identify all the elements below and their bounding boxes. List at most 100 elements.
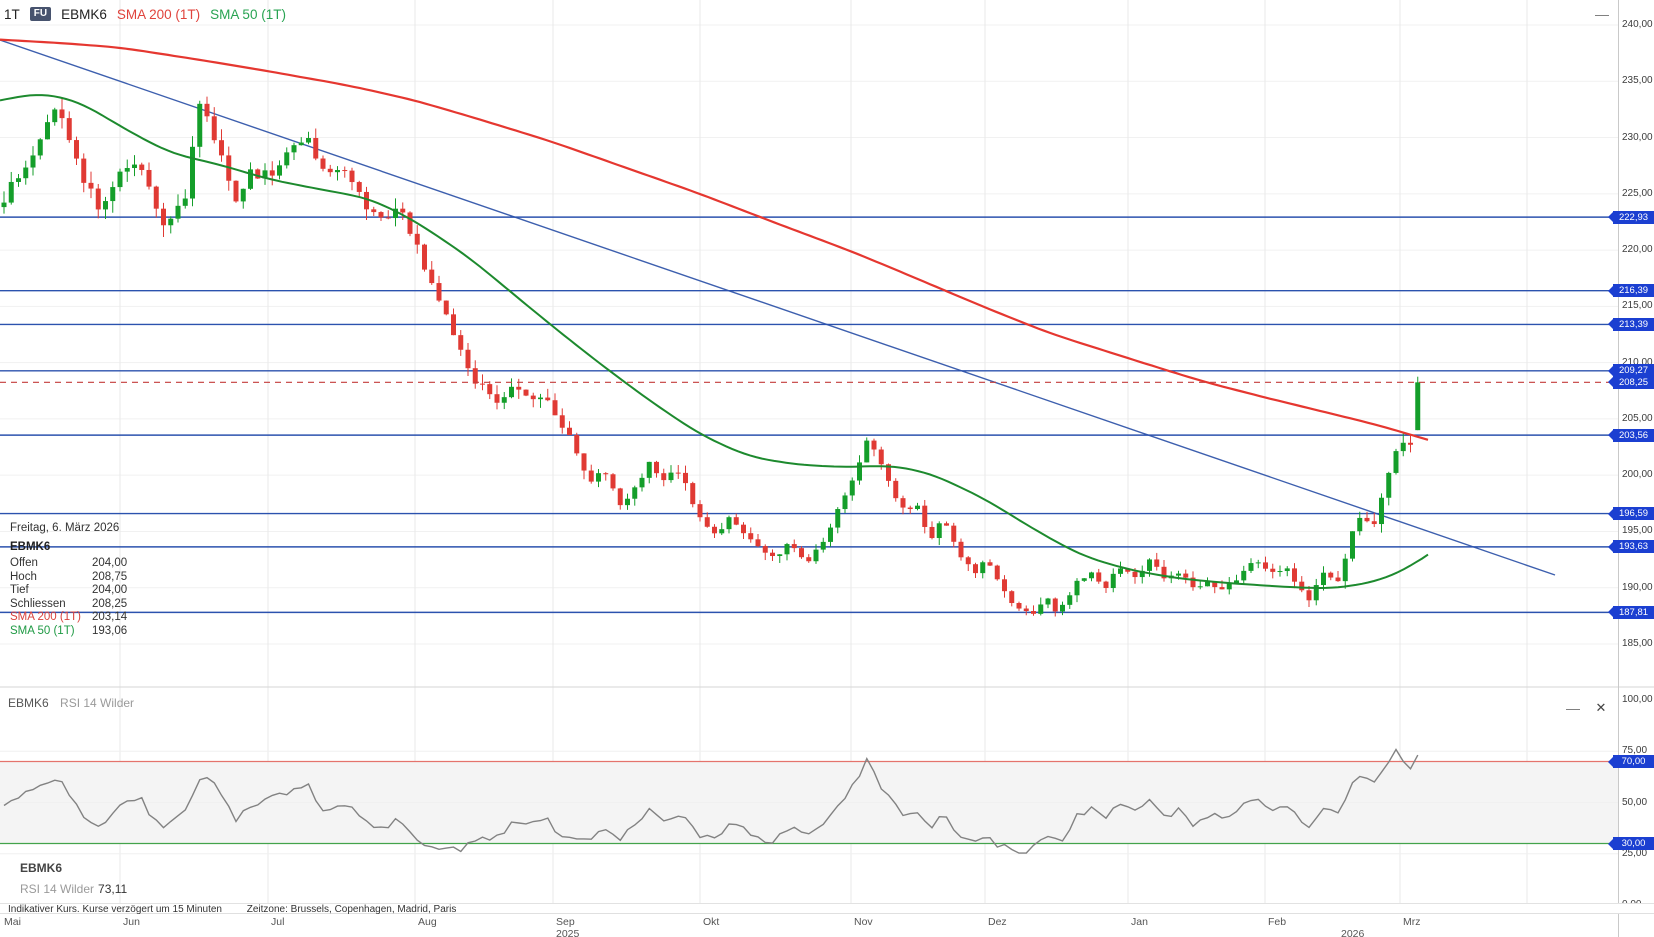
price-level-badge: 209,27 — [1608, 364, 1654, 378]
candle-body — [1277, 571, 1283, 573]
candle-body — [284, 152, 290, 166]
candle-body — [929, 526, 935, 539]
candle-body — [748, 533, 754, 540]
timezone-text: Zeitzone: Brussels, Copenhagen, Madrid, … — [246, 904, 457, 915]
rsi-pane-close-icon[interactable]: ✕ — [1595, 700, 1607, 715]
candle-body — [755, 539, 761, 547]
sma200-legend-item[interactable]: SMA 200 (1T) — [116, 6, 201, 22]
candle-body — [335, 170, 340, 173]
candle-body — [1328, 572, 1334, 578]
candle-body — [538, 397, 543, 400]
year-label: 2026 — [1341, 928, 1365, 937]
price-tick-label: 215,00 — [1622, 300, 1653, 312]
price-level-badge: 216,39 — [1608, 284, 1654, 298]
candle-body — [74, 140, 79, 159]
candle-body — [233, 180, 239, 202]
candle-body — [1292, 568, 1297, 582]
candle-body — [16, 178, 21, 182]
price-tick-label: 235,00 — [1622, 75, 1653, 87]
candle-body — [777, 554, 783, 557]
candle-body — [132, 164, 137, 169]
candle-body — [690, 483, 696, 505]
candle-body — [190, 146, 195, 199]
candle-body — [248, 169, 253, 189]
candle-body — [1342, 558, 1348, 582]
candle-body — [443, 300, 449, 315]
sma50-legend-item[interactable]: SMA 50 (1T) — [210, 6, 286, 22]
rsi-tick-label: 25,00 — [1622, 847, 1648, 859]
candle-body — [255, 169, 261, 179]
rsi-tick-label: 50,00 — [1622, 796, 1648, 808]
candle-body — [313, 138, 319, 159]
candle-body — [1016, 603, 1022, 609]
candle-body — [1002, 579, 1007, 592]
timeframe-selector[interactable]: 1T — [4, 6, 20, 22]
candle-body — [400, 208, 406, 213]
candle-body — [965, 557, 971, 565]
candle-body — [654, 461, 659, 474]
price-level-badge: 203,56 — [1608, 428, 1654, 442]
tooltip-symbol: EBMK6 — [10, 540, 51, 553]
rsi-symbol-label: EBMK6 — [8, 696, 49, 710]
candle-body — [791, 544, 797, 549]
main-pane-minimize-icon[interactable]: — — [1595, 6, 1609, 22]
candle-body — [1161, 566, 1167, 579]
candle-body — [480, 383, 485, 385]
candle-body — [1009, 591, 1015, 604]
month-label: Jul — [271, 916, 285, 928]
candle-body — [559, 415, 565, 428]
rsi-pane-minimize-icon[interactable]: — — [1566, 700, 1580, 716]
candle-body — [973, 564, 978, 574]
candle-body — [349, 170, 355, 183]
rsi-legend-symbol: EBMK6 — [20, 861, 63, 875]
candle-body — [103, 201, 108, 210]
candle-body — [1205, 581, 1210, 587]
candle-body — [414, 233, 420, 245]
candle-body — [1335, 577, 1341, 582]
candle-body — [494, 394, 500, 403]
disclaimer-text: Indikativer Kurs. Kurse verzögert um 15 … — [8, 904, 222, 915]
candle-body — [806, 557, 812, 562]
candle-body — [1118, 568, 1123, 574]
candle-body — [675, 472, 681, 474]
rsi-level-badge: 70,00 — [1608, 755, 1654, 768]
candle-body — [327, 168, 333, 173]
candle-body — [944, 523, 949, 526]
candle-body — [603, 473, 609, 475]
candle-body — [668, 472, 674, 481]
candle-body — [1350, 531, 1355, 559]
candle-body — [1263, 562, 1268, 569]
candle-body — [1364, 517, 1370, 522]
candle-body — [1060, 604, 1065, 612]
candle-body — [161, 208, 166, 226]
month-label: Sep — [556, 916, 575, 928]
candle-body — [835, 509, 841, 528]
candle-body — [1306, 590, 1312, 601]
rsi-pane-header: EBMK6 RSI 14 Wilder — [8, 696, 134, 710]
candle-body — [1045, 598, 1051, 605]
candle-body — [639, 477, 645, 488]
price-tick-label: 225,00 — [1622, 187, 1653, 199]
tooltip-row-high: Hoch 208,75 — [10, 570, 128, 583]
candle-body — [342, 170, 348, 172]
candle-body — [900, 498, 906, 508]
candle-body — [1371, 521, 1377, 525]
candle-body — [1299, 581, 1305, 591]
candle-body — [219, 140, 224, 156]
candle-body — [1400, 442, 1406, 452]
candle-body — [741, 524, 746, 534]
candle-body — [980, 562, 986, 574]
symbol-label: EBMK6 — [61, 6, 107, 22]
tooltip-date: Freitag, 6. März 2026 — [10, 522, 120, 534]
candle-body — [552, 400, 558, 416]
month-label: Aug — [418, 916, 437, 928]
candle-body — [1212, 581, 1218, 588]
candle-body — [617, 488, 623, 506]
candle-body — [799, 548, 804, 558]
sma200-line — [0, 38, 1429, 441]
candle-body — [784, 544, 790, 555]
candle-body — [1176, 573, 1181, 576]
candle-body — [893, 480, 899, 499]
candle-body — [407, 212, 413, 234]
